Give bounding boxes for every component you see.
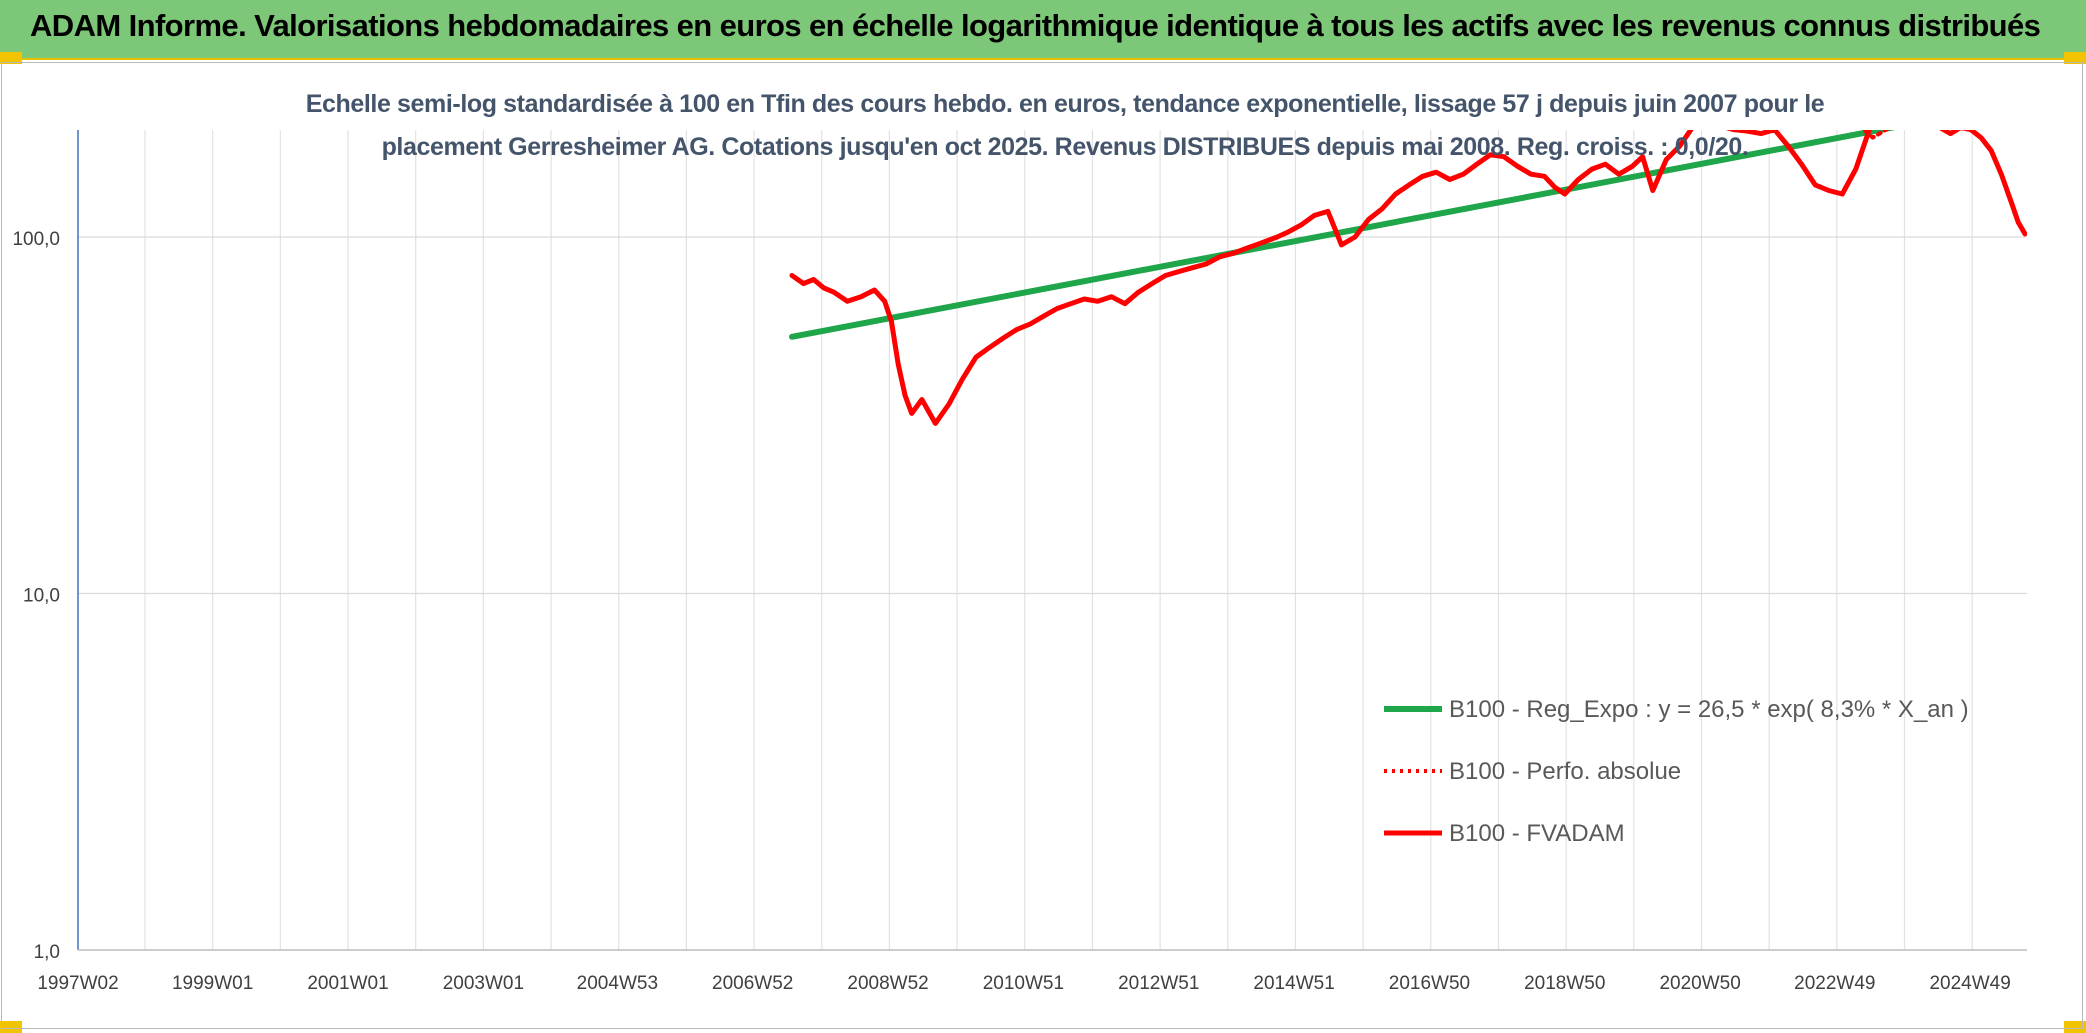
chart-subtitle-line-1: Echelle semi-log standardisée à 100 en T… [305,90,1825,118]
x-tick-label: 2003W01 [443,973,524,994]
legend-label: B100 - FVADAM [1449,820,1625,847]
series-line-2 [1860,130,1890,140]
x-tick-label: 2006W52 [712,973,793,994]
x-tick-label: 2014W51 [1253,973,1334,994]
y-tick-label: 10,0 [23,586,60,607]
gridlines [78,130,2027,951]
chart-subtitle-line-2: placement Gerresheimer AG. Cotations jus… [381,133,1749,161]
x-tick-label: 2012W51 [1118,973,1199,994]
x-tick-label: 1997W02 [37,973,118,994]
corner-marker [2064,1021,2086,1033]
corner-marker [2064,52,2086,64]
report-banner: ADAM Informe. Valorisations hebdomadaire… [0,0,2086,60]
legend-label: B100 - Perfo. absolue [1449,758,1681,785]
corner-marker [0,1021,22,1033]
report-title: ADAM Informe. Valorisations hebdomadaire… [30,8,2041,43]
y-tick-label: 100,0 [12,229,60,250]
x-tick-label: 2016W50 [1389,973,1470,994]
x-tick-label: 2020W50 [1659,973,1740,994]
x-tick-label: 2010W51 [983,973,1064,994]
x-tick-label: 2001W01 [307,973,388,994]
x-tick-label: 1999W01 [172,973,253,994]
corner-marker [0,52,22,64]
series-lines [789,130,2027,426]
legend: B100 - Reg_Expo : y = 26,5 * exp( 8,3% *… [1384,696,1969,847]
x-tick-label: 2024W49 [1929,973,2010,994]
series-line-3 [789,130,2027,426]
y-tick-label: 1,0 [34,942,60,963]
x-tick-label: 2004W53 [577,973,658,994]
x-tick-label: 2018W50 [1524,973,1605,994]
legend-label: B100 - Reg_Expo : y = 26,5 * exp( 8,3% *… [1449,696,1969,723]
x-tick-label: 2008W52 [847,973,928,994]
x-tick-label: 2022W49 [1794,973,1875,994]
series-line-1 [789,130,1896,340]
